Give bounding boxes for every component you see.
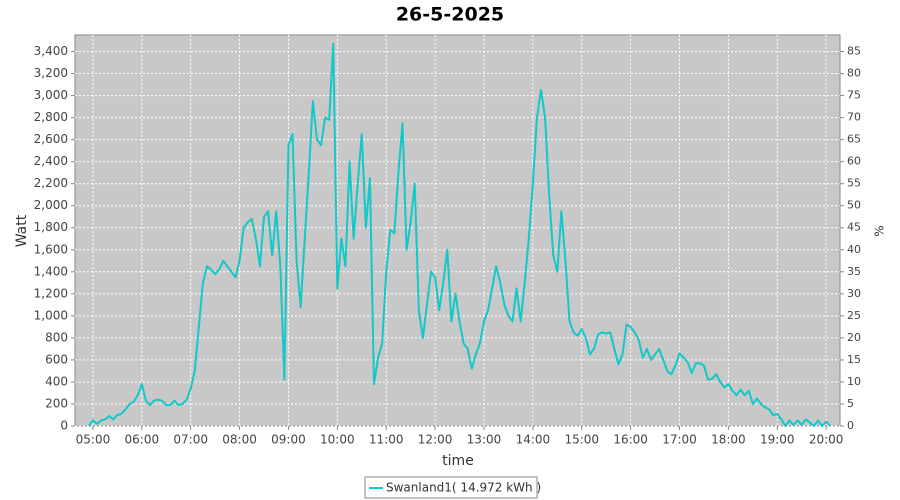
y-tick-label: 800 — [45, 330, 68, 344]
x-axis-label: time — [442, 453, 474, 469]
y2-tick-label: 15 — [847, 353, 861, 366]
x-tick-label: 13:00 — [467, 433, 502, 447]
y-tick-label: 1,400 — [34, 264, 68, 278]
y-tick-label: 3,400 — [34, 44, 68, 58]
x-tick-label: 06:00 — [125, 433, 160, 447]
y2-tick-label: 40 — [847, 243, 861, 256]
y-tick-label: 400 — [45, 374, 68, 388]
y-tick-label: 2,000 — [34, 198, 68, 212]
y2-tick-label: 55 — [847, 177, 861, 190]
plot-area — [74, 34, 841, 427]
y-tick-label: 1,800 — [34, 220, 68, 234]
y-tick-label: 3,000 — [34, 88, 68, 102]
x-tick-label: 07:00 — [173, 433, 208, 447]
y2-tick-label: 5 — [847, 397, 854, 410]
x-tick-label: 15:00 — [564, 433, 599, 447]
y-tick-label: 2,600 — [34, 132, 68, 146]
y2-tick-label: 20 — [847, 331, 861, 344]
y-axis-label: Watt — [14, 214, 30, 247]
y2-tick-label: 85 — [847, 45, 861, 58]
x-tick-label: 08:00 — [222, 433, 257, 447]
x-tick-label: 18:00 — [711, 433, 746, 447]
x-tick-label: 10:00 — [320, 433, 355, 447]
legend-label: Swanland1( 14.972 kWh ) — [386, 481, 541, 495]
y-tick-label: 1,000 — [34, 308, 68, 322]
y2-axis-label: % — [873, 225, 887, 236]
x-tick-label: 17:00 — [662, 433, 697, 447]
y-tick-label: 600 — [45, 352, 68, 366]
x-tick-label: 12:00 — [418, 433, 453, 447]
y2-tick-label: 50 — [847, 199, 861, 212]
y2-tick-label: 75 — [847, 89, 861, 102]
y2-tick-label: 65 — [847, 133, 861, 146]
y-tick-label: 200 — [45, 396, 68, 410]
x-tick-label: 19:00 — [760, 433, 795, 447]
y2-tick-label: 60 — [847, 155, 861, 168]
y2-tick-label: 35 — [847, 265, 861, 278]
y2-tick-label: 25 — [847, 309, 861, 322]
x-tick-label: 09:00 — [271, 433, 306, 447]
y-tick-label: 2,400 — [34, 154, 68, 168]
y2-tick-label: 0 — [847, 419, 854, 432]
y2-tick-label: 45 — [847, 221, 861, 234]
legend-box — [364, 476, 538, 499]
y-tick-label: 0 — [60, 419, 68, 433]
y2-tick-label: 30 — [847, 287, 861, 300]
x-tick-label: 20:00 — [809, 433, 844, 447]
y-tick-label: 1,200 — [34, 286, 68, 300]
y-tick-label: 2,800 — [34, 110, 68, 124]
x-tick-label: 05:00 — [76, 433, 111, 447]
chart-title: 26-5-2025 — [396, 4, 504, 26]
y2-tick-label: 10 — [847, 375, 861, 388]
y2-tick-label: 70 — [847, 111, 861, 124]
y-tick-label: 2,200 — [34, 176, 68, 190]
x-tick-label: 11:00 — [369, 433, 404, 447]
x-tick-label: 14:00 — [516, 433, 551, 447]
data-line — [88, 42, 831, 427]
y-tick-label: 1,600 — [34, 242, 68, 256]
x-tick-label: 16:00 — [613, 433, 648, 447]
y-tick-label: 3,200 — [34, 66, 68, 80]
y2-tick-label: 80 — [847, 67, 861, 80]
